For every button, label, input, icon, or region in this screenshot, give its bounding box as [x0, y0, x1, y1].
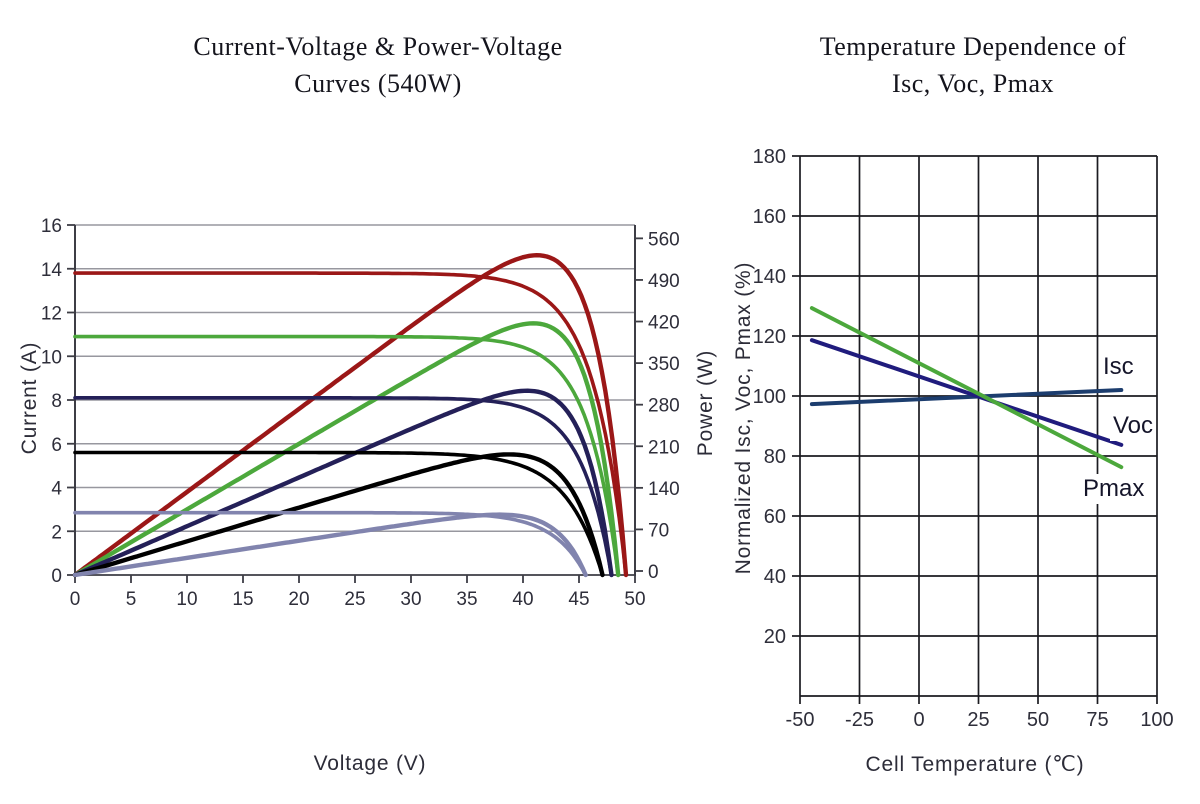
- y-tick-label: 8: [51, 391, 62, 412]
- y2-tick-label: 140: [648, 479, 680, 500]
- y2-tick-label: 280: [648, 396, 680, 417]
- y2-tick-label: 0: [648, 562, 659, 583]
- y-tick-label: 0: [51, 566, 62, 587]
- y2-tick-label: 350: [648, 354, 680, 375]
- y-tick-label: 80: [764, 446, 786, 468]
- curve-4-power-curve: [72, 452, 605, 578]
- x-tick-label: 25: [344, 589, 365, 610]
- y-tick-label: 40: [764, 566, 786, 588]
- x-tick-label: -50: [786, 709, 815, 731]
- y2-tick-label: 490: [648, 271, 680, 292]
- left-chart-title-line2: Curves (540W): [294, 69, 462, 98]
- voc-line-label: Voc: [1110, 411, 1157, 441]
- curve-1-power-curve: [72, 252, 629, 578]
- x-tick-label: 35: [456, 589, 477, 610]
- left-x-axis-label: Voltage (V): [313, 752, 427, 775]
- curve-4-iv-curve: [73, 450, 605, 577]
- x-tick-label: 10: [176, 589, 197, 610]
- right-x-axis-label: Cell Temperature (℃): [865, 753, 1085, 776]
- y-tick-label: 12: [41, 304, 62, 325]
- x-tick-label: 20: [288, 589, 309, 610]
- curve-5-iv-curve: [73, 510, 588, 577]
- x-tick-label: 45: [568, 589, 589, 610]
- y-tick-label: 2: [51, 522, 62, 543]
- voc-line: [809, 338, 1124, 447]
- x-tick-label: -25: [845, 709, 874, 731]
- right-chart-title-line1: Temperature Dependence of: [819, 32, 1127, 61]
- x-tick-label: 0: [913, 709, 924, 731]
- x-tick-label: 50: [624, 589, 645, 610]
- y2-tick-label: 420: [648, 313, 680, 334]
- y2-tick-label: 210: [648, 437, 680, 458]
- x-tick-label: 100: [1140, 709, 1173, 731]
- y-tick-label: 180: [753, 146, 786, 168]
- x-tick-label: 30: [400, 589, 421, 610]
- pmax-line-label: Pmax: [1080, 474, 1148, 504]
- pmax-line: [809, 306, 1124, 470]
- left-y-axis-label: Current (A): [18, 341, 41, 455]
- y-tick-label: 60: [764, 506, 786, 528]
- y-tick-label: 4: [51, 479, 62, 500]
- y-tick-label: 140: [753, 266, 786, 288]
- left-chart-title: Current-Voltage & Power-Voltage Curves (…: [78, 28, 678, 102]
- y-tick-label: 160: [753, 206, 786, 228]
- y-tick-label: 20: [764, 626, 786, 648]
- x-tick-label: 25: [967, 709, 989, 731]
- y-tick-label: 100: [753, 386, 786, 408]
- curve-2-power-curve: [72, 321, 621, 578]
- y2-tick-label: 70: [648, 520, 669, 541]
- y-tick-label: 10: [41, 347, 62, 368]
- y2-tick-label: 560: [648, 229, 680, 250]
- y-tick-label: 120: [753, 326, 786, 348]
- isc-line: [809, 388, 1124, 407]
- curve-2-iv-curve: [73, 334, 621, 577]
- curve-3-iv-curve: [73, 395, 614, 577]
- isc-line-label: Isc: [1100, 352, 1137, 382]
- right-chart-title: Temperature Dependence of Isc, Voc, Pmax: [773, 28, 1173, 102]
- x-tick-label: 5: [126, 589, 137, 610]
- x-tick-label: 75: [1086, 709, 1108, 731]
- y-tick-label: 16: [41, 216, 62, 237]
- x-tick-label: 0: [70, 589, 81, 610]
- curve-1-iv-curve: [73, 271, 628, 577]
- right-y-axis-label: Normalized Isc, Voc, Pmax (%): [732, 261, 755, 575]
- y-tick-label: 6: [51, 435, 62, 456]
- x-tick-label: 40: [512, 589, 533, 610]
- curve-3-power-curve: [72, 388, 614, 578]
- x-tick-label: 50: [1027, 709, 1049, 731]
- y-tick-label: 14: [41, 260, 63, 281]
- right-chart-title-line2: Isc, Voc, Pmax: [891, 69, 1055, 98]
- left-y2-axis-label: Power (W): [694, 349, 717, 457]
- x-tick-label: 15: [232, 589, 253, 610]
- left-chart-title-line1: Current-Voltage & Power-Voltage: [193, 32, 563, 61]
- curve-5-power-curve: [72, 512, 588, 578]
